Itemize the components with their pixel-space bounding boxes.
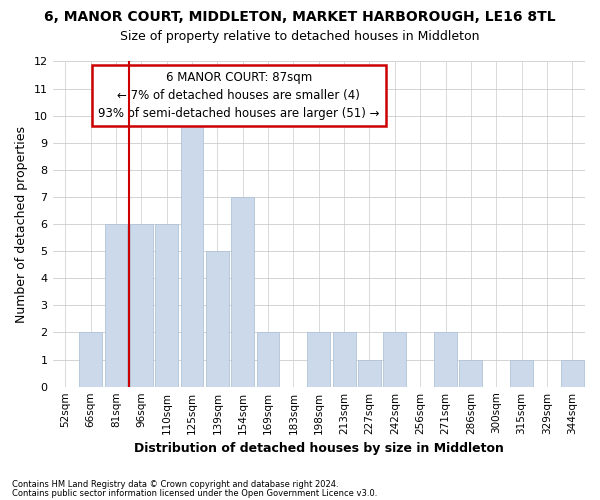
Bar: [510, 360, 533, 386]
Text: 6 MANOR COURT: 87sqm
← 7% of detached houses are smaller (4)
93% of semi-detache: 6 MANOR COURT: 87sqm ← 7% of detached ho…: [98, 72, 380, 120]
Bar: [79, 332, 102, 386]
Bar: [434, 332, 457, 386]
Bar: [130, 224, 152, 386]
Bar: [383, 332, 406, 386]
Bar: [561, 360, 584, 386]
Bar: [333, 332, 356, 386]
Text: Size of property relative to detached houses in Middleton: Size of property relative to detached ho…: [120, 30, 480, 43]
X-axis label: Distribution of detached houses by size in Middleton: Distribution of detached houses by size …: [134, 442, 504, 455]
Text: Contains public sector information licensed under the Open Government Licence v3: Contains public sector information licen…: [12, 490, 377, 498]
Bar: [181, 116, 203, 386]
Y-axis label: Number of detached properties: Number of detached properties: [15, 126, 28, 322]
Bar: [104, 224, 127, 386]
Text: 6, MANOR COURT, MIDDLETON, MARKET HARBOROUGH, LE16 8TL: 6, MANOR COURT, MIDDLETON, MARKET HARBOR…: [44, 10, 556, 24]
Text: Contains HM Land Registry data © Crown copyright and database right 2024.: Contains HM Land Registry data © Crown c…: [12, 480, 338, 489]
Bar: [155, 224, 178, 386]
Bar: [257, 332, 280, 386]
Bar: [206, 251, 229, 386]
Bar: [460, 360, 482, 386]
Bar: [307, 332, 330, 386]
Bar: [231, 197, 254, 386]
Bar: [358, 360, 381, 386]
